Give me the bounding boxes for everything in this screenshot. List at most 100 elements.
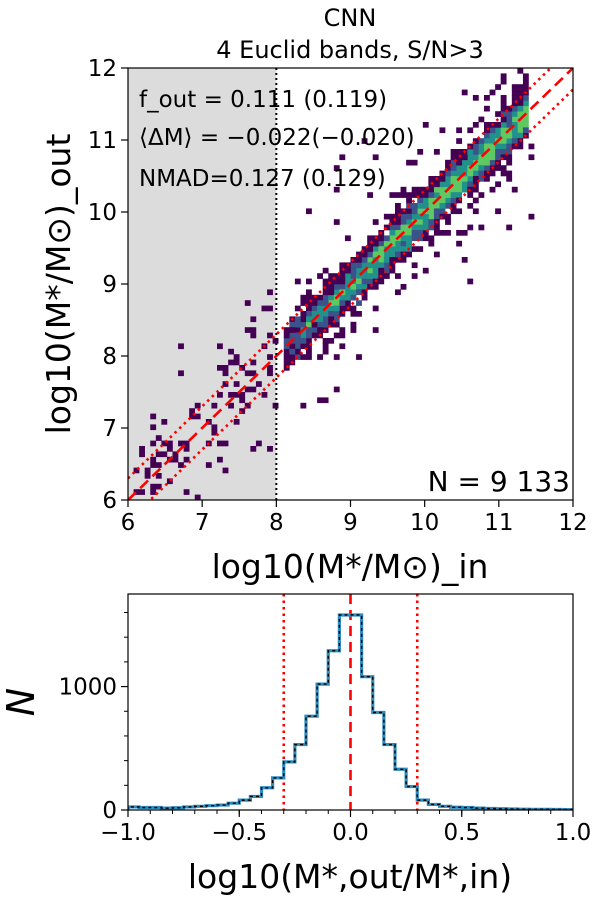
density-cell	[239, 365, 246, 371]
density-cell	[506, 138, 513, 144]
density-cell	[417, 149, 424, 155]
density-cell	[367, 251, 374, 258]
density-cell	[350, 321, 357, 328]
density-cell	[439, 176, 446, 182]
density-cell	[317, 300, 323, 306]
density-cell	[450, 186, 457, 193]
density-cell	[311, 300, 318, 306]
density-cell	[339, 327, 346, 333]
density-cell	[322, 294, 329, 301]
density-cell	[161, 440, 168, 447]
density-cell	[155, 473, 162, 479]
density-cell	[317, 311, 323, 317]
histogram-ylabel: N	[0, 688, 43, 716]
density-cell	[489, 143, 496, 150]
density-cell	[433, 149, 440, 155]
density-cell	[411, 186, 418, 193]
density-cell	[400, 224, 407, 231]
density-cell	[178, 440, 184, 447]
density-cell	[306, 305, 312, 312]
density-cell	[139, 446, 145, 452]
density-cell	[361, 246, 368, 252]
histogram-xtick-label: 0.0	[332, 820, 369, 846]
density-cell	[333, 321, 340, 328]
density-cell	[484, 159, 490, 166]
density-cell	[233, 419, 240, 425]
density-cell	[267, 446, 273, 452]
density-cell	[361, 278, 368, 285]
density-cell	[445, 165, 451, 171]
histogram-reference-lines	[282, 594, 419, 810]
density-cell	[500, 100, 507, 107]
density-cell	[484, 176, 490, 182]
density-cell	[333, 278, 340, 285]
density-cell	[178, 370, 184, 377]
density-cell	[395, 203, 401, 209]
scatter-ytick-label: 11	[88, 128, 117, 154]
density-cell	[322, 311, 329, 317]
density-cell	[233, 392, 240, 398]
density-cell	[472, 176, 479, 182]
density-cell	[478, 154, 485, 161]
density-cell	[328, 284, 335, 290]
density-cell	[506, 116, 513, 123]
density-cell	[244, 300, 251, 306]
density-cell	[356, 278, 362, 285]
density-cell	[150, 516, 156, 522]
density-cell	[461, 181, 468, 188]
density-cell	[178, 343, 184, 350]
density-cell	[506, 132, 513, 139]
density-cell	[211, 429, 218, 436]
histogram-xlabel: log10(M*,out/M*,in)	[188, 857, 512, 896]
density-cell	[511, 127, 518, 134]
density-cell	[417, 224, 424, 231]
density-cell	[517, 127, 524, 134]
histogram-bar	[273, 778, 284, 810]
density-cell	[217, 392, 223, 398]
density-cell	[350, 311, 357, 317]
density-cell	[467, 203, 474, 209]
density-cell	[467, 170, 474, 177]
density-cell	[467, 192, 474, 198]
density-cell	[156, 549, 162, 555]
density-cell	[522, 116, 529, 123]
density-cell	[255, 440, 262, 447]
density-cell	[489, 149, 496, 155]
density-cell	[456, 127, 463, 134]
density-cell	[456, 181, 463, 188]
density-cell	[145, 500, 151, 506]
density-cell	[344, 273, 351, 279]
density-cell	[322, 300, 329, 306]
density-cell	[467, 159, 474, 166]
density-cell	[400, 192, 407, 198]
density-cell	[389, 219, 396, 225]
scatter-xtick-label: 6	[121, 510, 136, 536]
density-cell	[472, 154, 479, 161]
density-cell	[517, 84, 524, 90]
density-cell	[267, 370, 273, 377]
density-cell	[339, 267, 346, 274]
histogram-bar	[417, 800, 428, 810]
density-cell	[317, 321, 323, 328]
density-cell	[500, 95, 507, 101]
density-cell	[166, 446, 173, 452]
density-cell	[367, 240, 374, 247]
density-cell	[367, 192, 374, 198]
density-cell	[250, 359, 257, 366]
density-cell	[344, 294, 351, 301]
density-cell	[183, 489, 190, 495]
density-cell	[317, 327, 323, 333]
density-cell	[411, 246, 418, 252]
density-cell	[178, 462, 184, 468]
density-cell	[283, 327, 290, 333]
density-cell	[400, 213, 407, 220]
density-cell	[306, 343, 312, 350]
density-cell	[306, 321, 312, 328]
histogram-xtick-label: −1.0	[100, 820, 156, 846]
density-cell	[529, 19, 535, 25]
density-cell	[222, 365, 229, 371]
histogram-xtick-label: 1.0	[555, 820, 592, 846]
density-cell	[506, 176, 513, 182]
density-cell	[395, 251, 401, 258]
